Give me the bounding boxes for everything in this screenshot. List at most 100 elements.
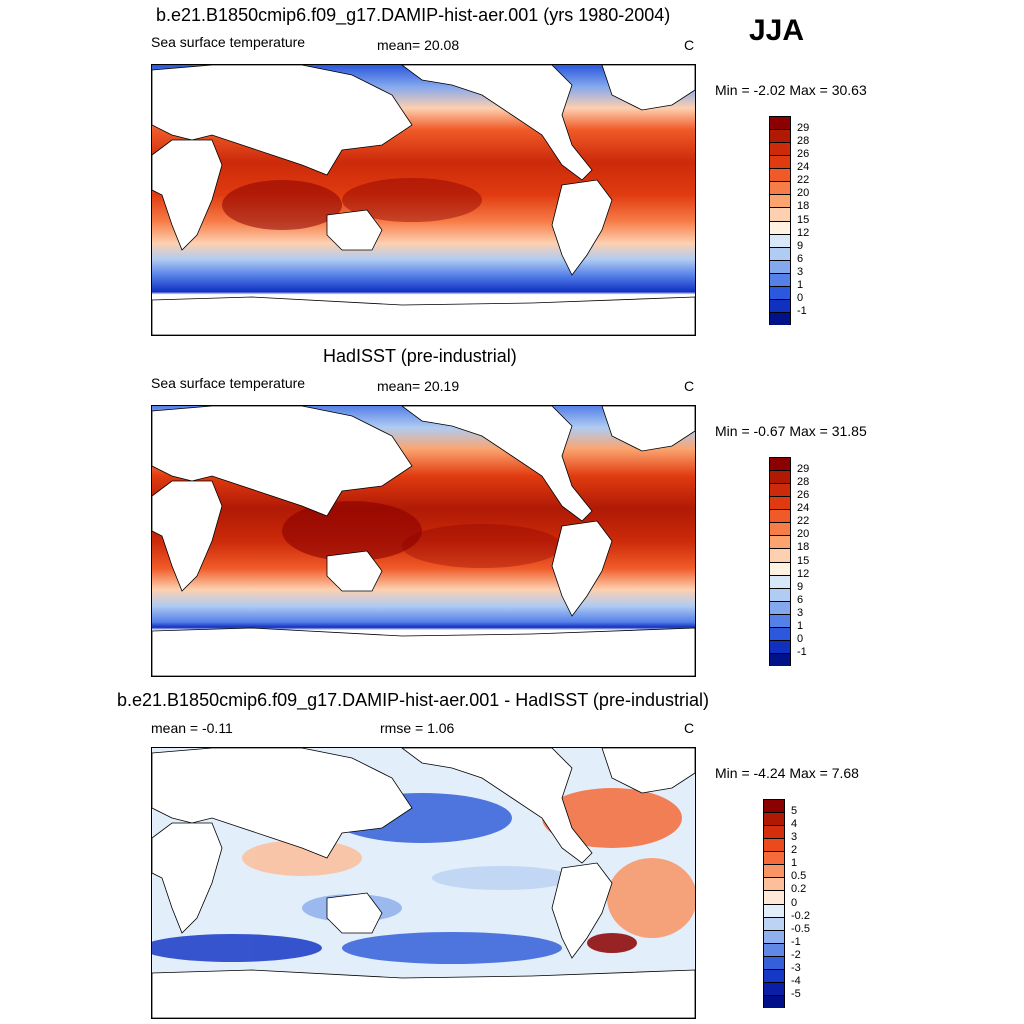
panel-3-map: [151, 747, 696, 1019]
colorbar-tick-label: 18: [797, 541, 810, 554]
colorbar-swatch: [763, 864, 785, 878]
colorbar-swatch: [769, 509, 791, 523]
colorbar-swatch: [763, 877, 785, 891]
colorbar-swatch: [769, 129, 791, 143]
colorbar-swatch: [769, 181, 791, 195]
colorbar-swatch: [763, 955, 785, 969]
colorbar-tick-label: 2: [791, 844, 798, 857]
colorbar-swatch: [769, 639, 791, 653]
colorbar-tick-label: 20: [797, 528, 810, 541]
panel-2-map: [151, 405, 696, 677]
colorbar-swatch: [769, 116, 791, 130]
colorbar-tick-label: 24: [797, 502, 810, 515]
panel-1-mean: mean= 20.08: [377, 37, 460, 53]
colorbar-swatch: [769, 298, 791, 312]
colorbar-tick-label: 0: [797, 632, 804, 645]
colorbar-tick-label: 3: [797, 265, 804, 278]
colorbar-tick-label: 18: [797, 200, 810, 213]
panel-2-colorbar: 29 28 26 24 22 20 18 15 12 9 6 3 1 0 -1: [769, 457, 809, 666]
panel-1-colorbar: 29 28 26 24 22 20 18 15 12 9 6 3 1 0 -1: [769, 116, 809, 325]
colorbar-swatch: [769, 600, 791, 614]
colorbar-swatch: [763, 838, 785, 852]
colorbar-swatch: [769, 496, 791, 510]
colorbar-tick-label: 3: [791, 831, 798, 844]
colorbar-swatch: [769, 548, 791, 562]
panel-3-title: b.e21.B1850cmip6.f09_g17.DAMIP-hist-aer.…: [117, 690, 709, 710]
panel-3-minmax: Min = -4.24 Max = 7.68: [715, 765, 859, 781]
colorbar-tick-label: -0.2: [791, 909, 810, 922]
colorbar-swatch: [769, 207, 791, 221]
colorbar-tick-label: 1: [797, 619, 804, 632]
colorbar-tick-label: 24: [797, 161, 810, 174]
colorbar-swatch: [763, 968, 785, 982]
colorbar-swatch: [763, 825, 785, 839]
colorbar-swatch: [763, 929, 785, 943]
colorbar-swatch: [769, 246, 791, 260]
colorbar-swatch: [769, 311, 791, 325]
season-label: JJA: [749, 14, 805, 47]
panel-3-units: C: [684, 720, 695, 736]
colorbar-swatch: [769, 626, 791, 640]
colorbar-tick-label: 4: [791, 818, 798, 831]
colorbar-swatch: [769, 470, 791, 484]
panel-1-units: C: [684, 37, 695, 53]
colorbar-swatch: [769, 652, 791, 666]
colorbar-tick-label: -4: [791, 974, 801, 987]
panel-3-map-graphic: [152, 748, 695, 1018]
colorbar-tick-label: 9: [797, 580, 804, 593]
panel-2-variable-label: Sea surface temperature: [151, 375, 306, 391]
colorbar-tick-label: 12: [797, 226, 810, 239]
colorbar-swatch: [763, 916, 785, 930]
colorbar-tick-label: 1: [797, 278, 804, 291]
colorbar-tick-label: 0: [797, 291, 804, 304]
colorbar-tick-label: -3: [791, 961, 801, 974]
colorbar-tick-label: 15: [797, 213, 810, 226]
colorbar-tick-label: 20: [797, 187, 810, 200]
colorbar-tick-label: 1: [791, 857, 798, 870]
colorbar-swatch: [769, 142, 791, 156]
colorbar-swatch: [769, 457, 791, 471]
colorbar-tick-label: -1: [791, 935, 801, 948]
panel-1-minmax: Min = -2.02 Max = 30.63: [715, 82, 867, 98]
panel-3-colorbar: 5 4 3 2 1 0.5 0.2 0 -0.2 -0.5 -1 -2 -3 -4 -5: [763, 799, 810, 1008]
panel-1-title: b.e21.B1850cmip6.f09_g17.DAMIP-hist-aer.…: [156, 5, 671, 25]
colorbar-tick-label: 0.2: [791, 883, 807, 896]
colorbar-swatch: [763, 890, 785, 904]
colorbar-swatch: [769, 259, 791, 273]
colorbar-tick-label: -1: [797, 646, 807, 659]
colorbar-tick-label: 0: [791, 896, 798, 909]
colorbar-tick-label: 28: [797, 476, 810, 489]
panel-3-rmse: rmse = 1.06: [380, 720, 455, 736]
colorbar-tick-label: 22: [797, 515, 810, 528]
panel-2-map-graphic: [152, 406, 695, 676]
panel-2-mean: mean= 20.19: [377, 378, 460, 394]
colorbar-tick-label: -2: [791, 948, 801, 961]
colorbar-tick-label: 26: [797, 489, 810, 502]
colorbar-swatch: [769, 285, 791, 299]
colorbar-swatch: [763, 942, 785, 956]
colorbar-swatch: [769, 613, 791, 627]
panel-1-map-graphic: [152, 65, 695, 335]
colorbar-tick-label: 6: [797, 593, 804, 606]
colorbar-swatch: [769, 194, 791, 208]
panel-2-units: C: [684, 378, 695, 394]
colorbar-swatch: [763, 903, 785, 917]
panel-3-mean: mean = -0.11: [151, 720, 233, 736]
colorbar-swatch: [763, 812, 785, 826]
colorbar-swatch: [763, 851, 785, 865]
colorbar-swatch: [769, 483, 791, 497]
colorbar-tick-label: 3: [797, 606, 804, 619]
colorbar-swatch: [763, 981, 785, 995]
colorbar-tick-label: 29: [797, 463, 810, 476]
panel-1-map: [151, 64, 696, 336]
colorbar-tick-label: 12: [797, 567, 810, 580]
colorbar-tick-label: 9: [797, 239, 804, 252]
panel-2-title: HadISST (pre-industrial): [323, 346, 517, 366]
colorbar-tick-label: 5: [791, 805, 798, 818]
colorbar-swatch: [769, 522, 791, 536]
colorbar-tick-label: 6: [797, 252, 804, 265]
colorbar-tick-label: -0.5: [791, 922, 810, 935]
colorbar-swatch: [769, 561, 791, 575]
colorbar-swatch: [769, 155, 791, 169]
panel-2-minmax: Min = -0.67 Max = 31.85: [715, 423, 867, 439]
